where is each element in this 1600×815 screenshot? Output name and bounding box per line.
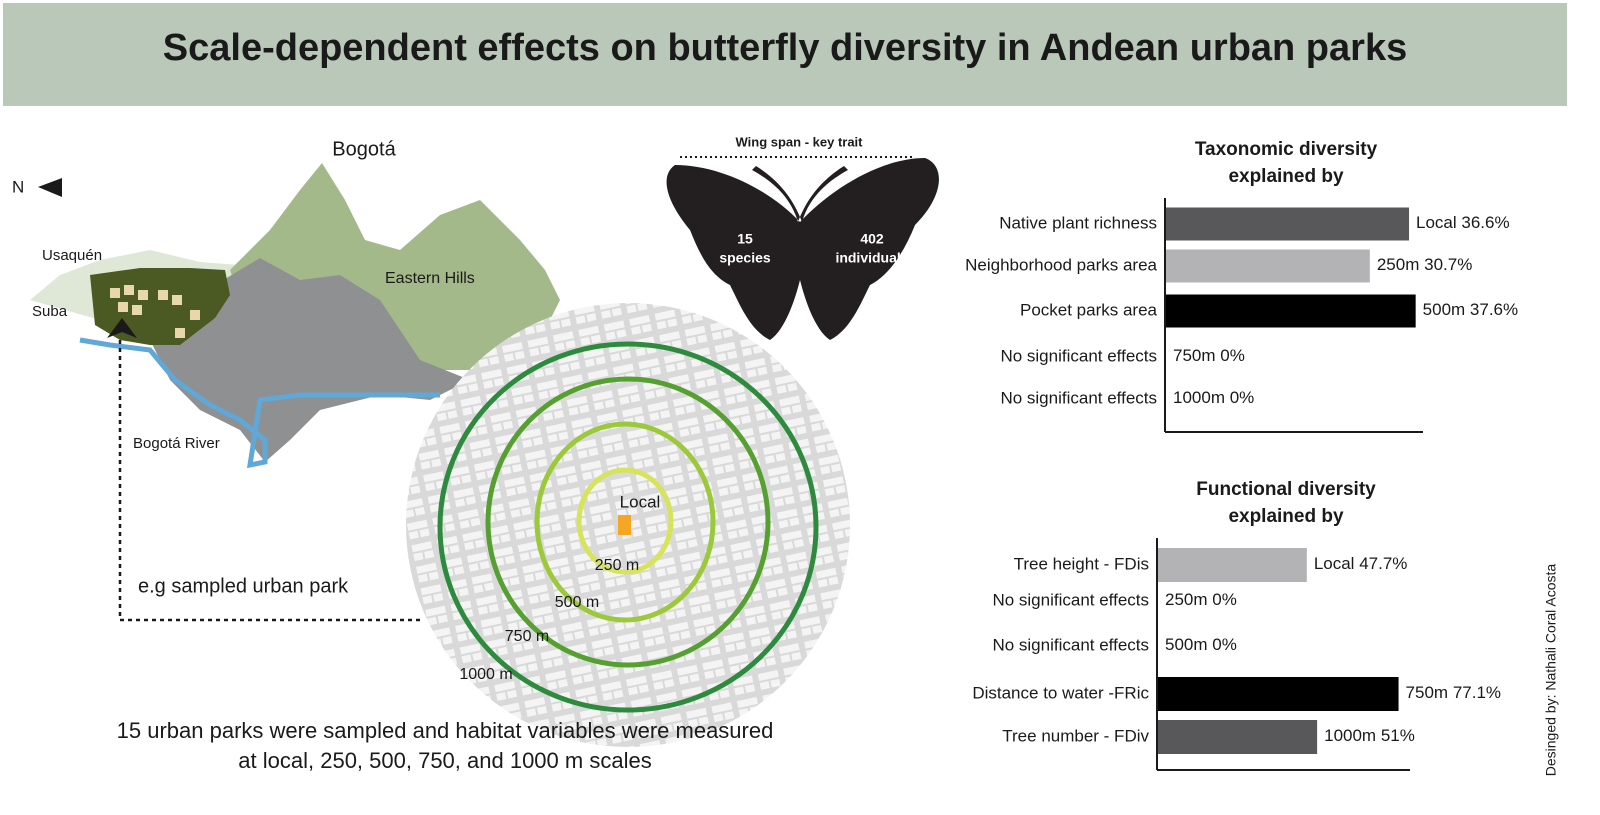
title: Scale-dependent effects on butterfly div… [163,27,1407,69]
chart-title: explained by [1228,506,1344,527]
trait-label: Wing span - key trait [735,134,863,149]
usaquen-label: Usaquén [42,247,102,264]
value-label: 500m 0% [1165,635,1237,654]
value-text: 0% [1212,635,1237,654]
category-label: No significant effects [1000,346,1157,365]
category-label: Tree height - FDis [1014,554,1149,573]
chart-title: Taxonomic diversity [1195,139,1378,160]
caption: at local, 250, 500, 750, and 1000 m scal… [238,748,651,773]
individuals-label: individuals [835,250,908,266]
value-label: Local 36.6% [1416,213,1510,232]
value-label: 1000m 51% [1324,726,1415,745]
city-label: Bogotá [332,138,396,160]
category-label: No significant effects [992,635,1149,654]
category-label: No significant effects [1000,388,1157,407]
value-label: 250m 30.7% [1377,255,1472,274]
chart-title: explained by [1228,166,1344,187]
bar [1158,548,1307,582]
scale-label: 750m [1406,683,1449,702]
buffer-label: 750 m [505,628,549,645]
category-label: Distance to water -FRic [972,683,1149,702]
value-text: 30.7% [1424,255,1472,274]
caption: 15 urban parks were sampled and habitat … [117,718,774,743]
value-text: 77.1% [1453,683,1501,702]
value-label: Local 47.7% [1314,554,1408,573]
value-label: 750m 0% [1173,346,1245,365]
scale-label: 250m [1377,255,1420,274]
scale-label: Local [1416,213,1457,232]
bar [1158,720,1318,754]
buffer-label: 500 m [555,594,599,611]
map [30,163,560,622]
suba-label: Suba [32,303,68,320]
category-label: Tree number - FDiv [1002,726,1149,745]
category-label: Pocket parks area [1020,300,1158,319]
buffer-map [406,303,850,747]
value-text: 47.7% [1359,554,1407,573]
scale-label: 750m [1173,346,1216,365]
scale-label: 500m [1423,300,1466,319]
scale-label: 1000m [1173,388,1225,407]
value-text: 0% [1212,590,1237,609]
value-label: 250m 0% [1165,590,1237,609]
species-count: 15 [737,231,753,247]
value-text: 0% [1220,346,1245,365]
value-label: 750m 77.1% [1406,683,1501,702]
scale-label: 250m [1165,590,1208,609]
scale-label: Local [1314,554,1355,573]
value-text: 36.6% [1461,213,1509,232]
chart-title: Functional diversity [1196,479,1376,500]
scale-label: 1000m [1324,726,1376,745]
value-label: 1000m 0% [1173,388,1254,407]
river-label: Bogotá River [133,435,220,452]
category-label: Native plant richness [999,213,1157,232]
north-label: N [12,177,24,196]
credit: Desinged by: Nathali Coral Acosta [1543,564,1559,777]
bar [1166,294,1416,328]
individuals-count: 402 [860,231,884,247]
value-label: 500m 37.6% [1423,300,1518,319]
buffer-label: 250 m [595,557,639,574]
category-label: Neighborhood parks area [965,255,1157,274]
category-label: No significant effects [992,590,1149,609]
buffer-label: 1000 m [459,666,512,683]
value-text: 0% [1230,388,1255,407]
bar [1166,249,1370,283]
hills-label: Eastern Hills [385,270,475,287]
header-band [3,3,1567,106]
bar [1166,207,1410,241]
species-label: species [719,250,771,266]
bar [1158,677,1399,711]
butterfly [666,158,939,340]
value-text: 51% [1381,726,1415,745]
buffer-label: Local [620,492,661,511]
scale-label: 500m [1165,635,1208,654]
park-note: e.g sampled urban park [138,575,349,597]
value-text: 37.6% [1470,300,1518,319]
